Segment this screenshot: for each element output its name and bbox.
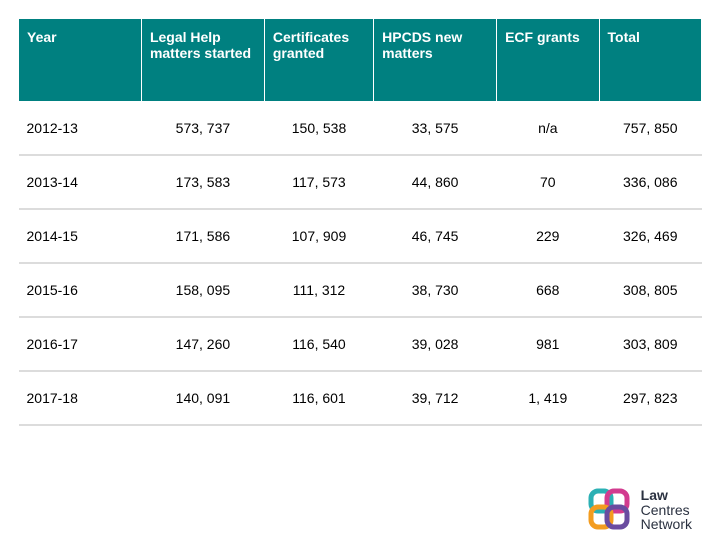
cell: 44, 860 xyxy=(374,155,497,209)
cell: 39, 712 xyxy=(374,371,497,425)
footer: Law Centres Network xyxy=(18,482,702,540)
cell: 308, 805 xyxy=(599,263,701,317)
cell: 668 xyxy=(497,263,599,317)
cell: 147, 260 xyxy=(141,317,264,371)
logo-line-2: Centres xyxy=(641,503,692,518)
cell: 38, 730 xyxy=(374,263,497,317)
cell: 171, 586 xyxy=(141,209,264,263)
cell: 117, 573 xyxy=(264,155,373,209)
cell: 116, 601 xyxy=(264,371,373,425)
cell: 111, 312 xyxy=(264,263,373,317)
cell: 2016-17 xyxy=(19,317,142,371)
cell: 150, 538 xyxy=(264,102,373,156)
col-ecf: ECF grants xyxy=(497,19,599,102)
cell: 70 xyxy=(497,155,599,209)
cell: 107, 909 xyxy=(264,209,373,263)
logo-text: Law Centres Network xyxy=(641,488,692,532)
cell: 981 xyxy=(497,317,599,371)
col-total: Total xyxy=(599,19,701,102)
table-row: 2013-14173, 583117, 57344, 86070336, 086 xyxy=(19,155,702,209)
col-legal-help: Legal Help matters started xyxy=(141,19,264,102)
cell: 140, 091 xyxy=(141,371,264,425)
cell: 573, 737 xyxy=(141,102,264,156)
col-certs: Certificates granted xyxy=(264,19,373,102)
law-centres-network-logo: Law Centres Network xyxy=(587,488,692,532)
cell: 116, 540 xyxy=(264,317,373,371)
logo-line-3: Network xyxy=(641,517,692,532)
cell: 33, 575 xyxy=(374,102,497,156)
cell: 2012-13 xyxy=(19,102,142,156)
cell: 757, 850 xyxy=(599,102,701,156)
table-header: Year Legal Help matters started Certific… xyxy=(19,19,702,102)
table-row: 2015-16158, 095111, 31238, 730668308, 80… xyxy=(19,263,702,317)
cell: 158, 095 xyxy=(141,263,264,317)
cell: n/a xyxy=(497,102,599,156)
cell: 2014-15 xyxy=(19,209,142,263)
header-row: Year Legal Help matters started Certific… xyxy=(19,19,702,102)
cell: 336, 086 xyxy=(599,155,701,209)
cell: 173, 583 xyxy=(141,155,264,209)
data-table: Year Legal Help matters started Certific… xyxy=(18,18,702,426)
cell: 46, 745 xyxy=(374,209,497,263)
cell: 2017-18 xyxy=(19,371,142,425)
table-row: 2017-18140, 091116, 60139, 7121, 419297,… xyxy=(19,371,702,425)
table-row: 2012-13573, 737150, 53833, 575n/a757, 85… xyxy=(19,102,702,156)
logo-line-1: Law xyxy=(641,488,692,503)
logo-icon xyxy=(587,488,635,532)
cell: 303, 809 xyxy=(599,317,701,371)
col-year: Year xyxy=(19,19,142,102)
cell: 1, 419 xyxy=(497,371,599,425)
cell: 229 xyxy=(497,209,599,263)
cell: 2013-14 xyxy=(19,155,142,209)
cell: 297, 823 xyxy=(599,371,701,425)
cell: 39, 028 xyxy=(374,317,497,371)
col-hpcds: HPCDS new matters xyxy=(374,19,497,102)
table-row: 2016-17147, 260116, 54039, 028981303, 80… xyxy=(19,317,702,371)
cell: 2015-16 xyxy=(19,263,142,317)
table-body: 2012-13573, 737150, 53833, 575n/a757, 85… xyxy=(19,102,702,426)
cell: 326, 469 xyxy=(599,209,701,263)
table-row: 2014-15171, 586107, 90946, 745229326, 46… xyxy=(19,209,702,263)
